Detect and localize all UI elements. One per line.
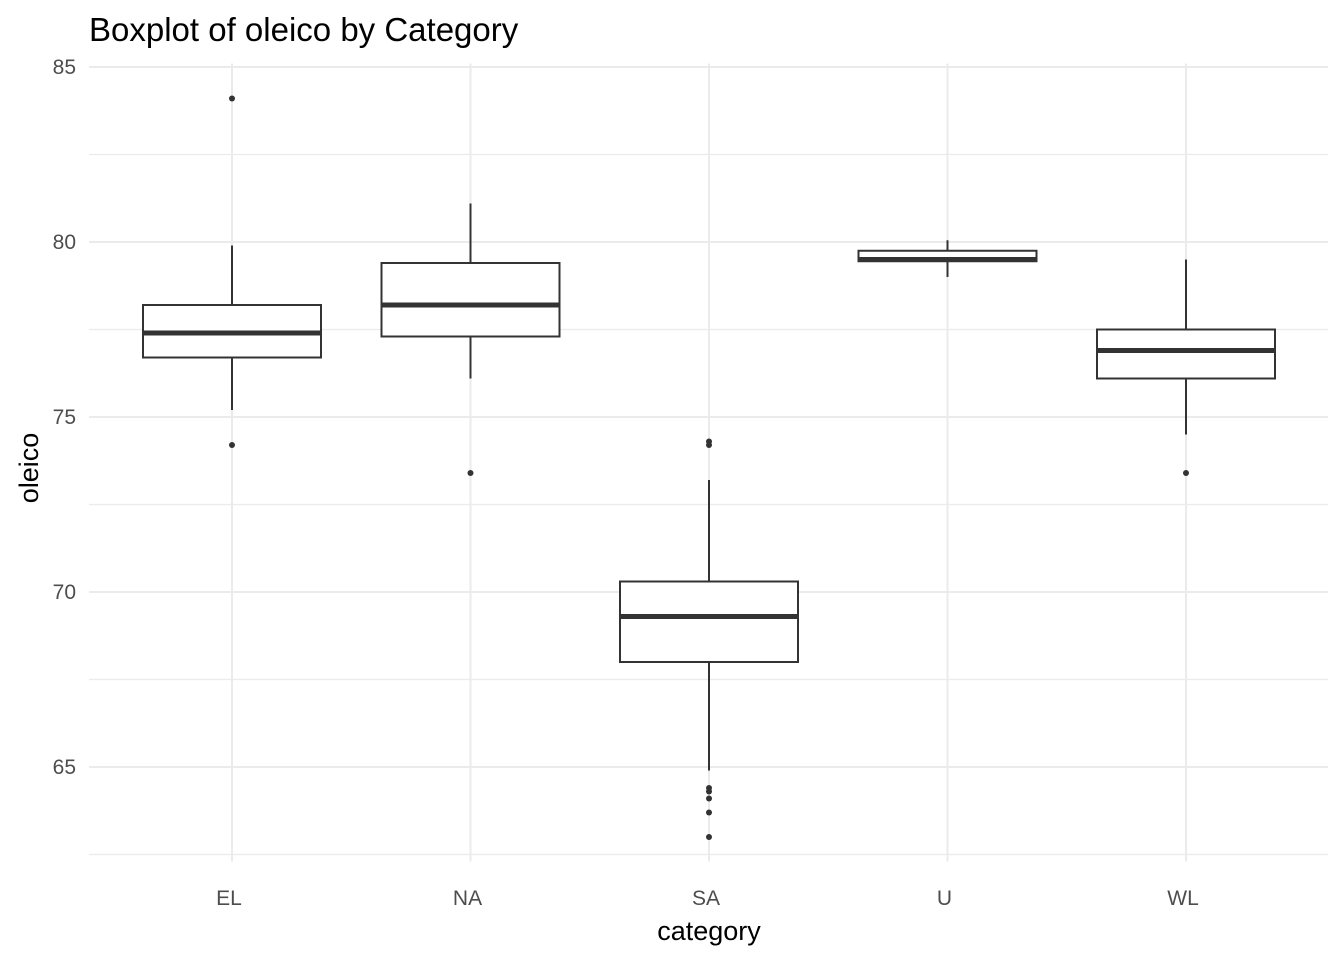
y-tick-label: 80 [53,231,76,254]
outlier-point [229,442,235,448]
x-tick-label: EL [216,887,242,910]
y-tick-label: 75 [53,406,76,429]
box-wl [1096,259,1276,476]
box-sa [619,438,799,840]
iqr-box [1096,328,1276,380]
outlier-point [706,788,712,795]
outlier-point [1183,470,1189,476]
outlier-point [467,470,474,476]
x-axis-title: category [657,916,761,946]
outlier-point [706,795,712,802]
x-tick-label: U [937,887,952,910]
y-tick-label: 85 [53,56,76,79]
outlier-point [706,442,712,448]
y-tick-label: 70 [53,581,76,604]
iqr-box [619,580,799,663]
box-el [142,95,322,448]
x-tick-label: WL [1167,887,1199,910]
outlier-point [229,95,235,102]
outlier-point [706,834,712,840]
x-axis-tick-labels: EL NA SA U WL [216,887,1199,910]
y-axis-title: oleico [14,433,44,504]
outlier-point [706,809,712,816]
y-axis-tick-labels: 65 70 75 80 85 [53,56,76,779]
chart-title: Boxplot of oleico by Category [89,11,519,48]
y-tick-label: 65 [53,756,76,779]
box-na [380,203,561,476]
x-tick-label: NA [453,887,482,910]
box-series [142,95,1276,840]
box-u [857,240,1038,277]
x-tick-label: SA [692,887,720,910]
iqr-box [380,262,561,338]
